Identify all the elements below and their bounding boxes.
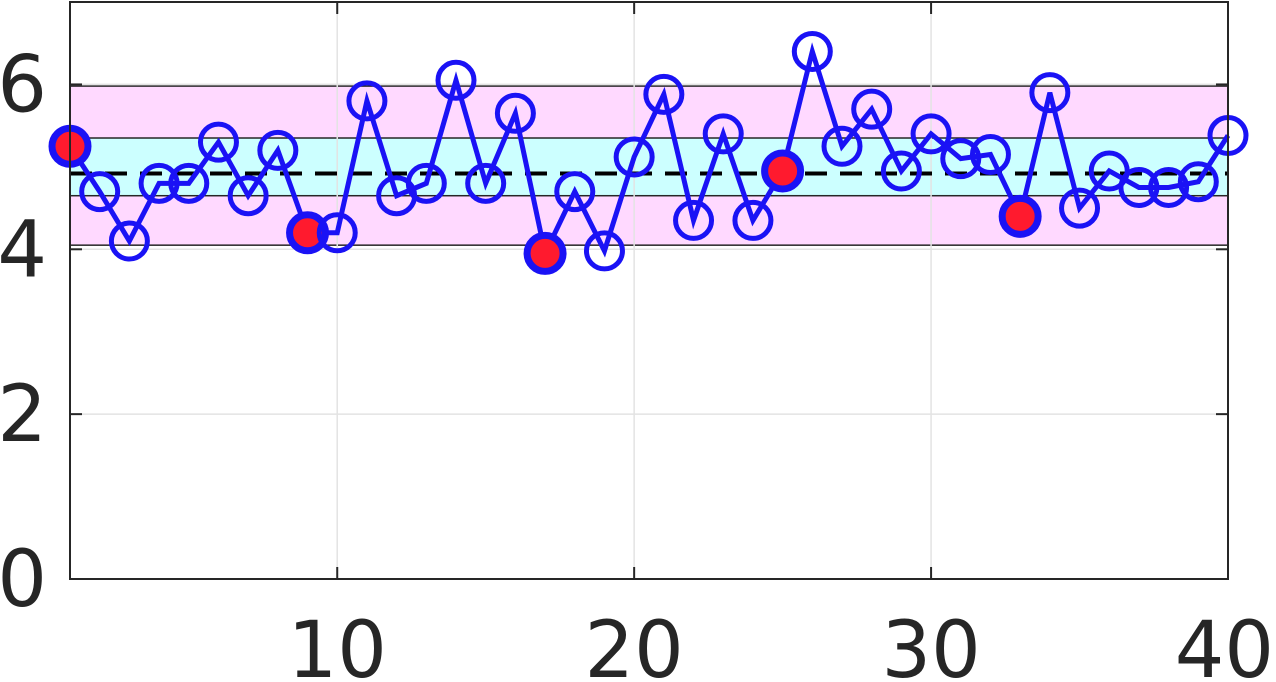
data-point bbox=[910, 113, 952, 155]
highlighted-data-point bbox=[998, 194, 1042, 238]
data-point bbox=[791, 30, 833, 72]
data-point bbox=[1118, 166, 1160, 208]
highlighted-data-point bbox=[286, 211, 330, 255]
series-line bbox=[67, 42, 1231, 262]
data-point bbox=[821, 125, 863, 167]
data-point bbox=[1059, 187, 1101, 229]
data-point bbox=[673, 199, 715, 241]
y-tick-label: 0 bbox=[0, 535, 47, 625]
data-point bbox=[732, 199, 774, 241]
data-point bbox=[851, 88, 893, 130]
x-tick-label: 20 bbox=[585, 606, 684, 682]
data-point bbox=[613, 136, 655, 178]
data-point bbox=[1148, 166, 1190, 208]
data-point bbox=[643, 73, 685, 115]
axis-ticks bbox=[70, 2, 1229, 580]
data-point bbox=[940, 138, 982, 180]
data-point bbox=[316, 212, 358, 254]
data-point bbox=[465, 162, 507, 204]
x-tick-label: 10 bbox=[288, 606, 387, 682]
x-tick-label: 30 bbox=[881, 606, 980, 682]
data-point bbox=[969, 133, 1011, 175]
data-point bbox=[227, 175, 269, 217]
highlighted-data-point bbox=[761, 149, 805, 193]
y-tick-label: 4 bbox=[0, 205, 47, 295]
x-tick-label: 40 bbox=[1175, 606, 1274, 682]
data-point bbox=[880, 150, 922, 192]
x-tick-labels: 10 20 30 40 bbox=[288, 606, 1274, 682]
data-point bbox=[346, 80, 388, 122]
data-point bbox=[138, 162, 180, 204]
data-point bbox=[435, 59, 477, 101]
data-point bbox=[405, 162, 447, 204]
data-point bbox=[79, 171, 121, 213]
data-point bbox=[583, 230, 625, 272]
data-point bbox=[554, 171, 596, 213]
data-point bbox=[494, 92, 536, 134]
y-tick-labels: 0 2 4 6 bbox=[0, 40, 47, 625]
highlighted-data-point bbox=[523, 231, 567, 275]
data-point bbox=[168, 162, 210, 204]
data-point bbox=[108, 220, 150, 262]
y-tick-label: 2 bbox=[0, 370, 47, 460]
data-point bbox=[1177, 161, 1219, 203]
data-point bbox=[702, 113, 744, 155]
data-point bbox=[257, 129, 299, 171]
y-tick-label: 6 bbox=[0, 40, 47, 130]
data-point bbox=[197, 121, 239, 163]
data-point bbox=[1029, 72, 1071, 114]
plot-frame bbox=[69, 1, 1229, 580]
